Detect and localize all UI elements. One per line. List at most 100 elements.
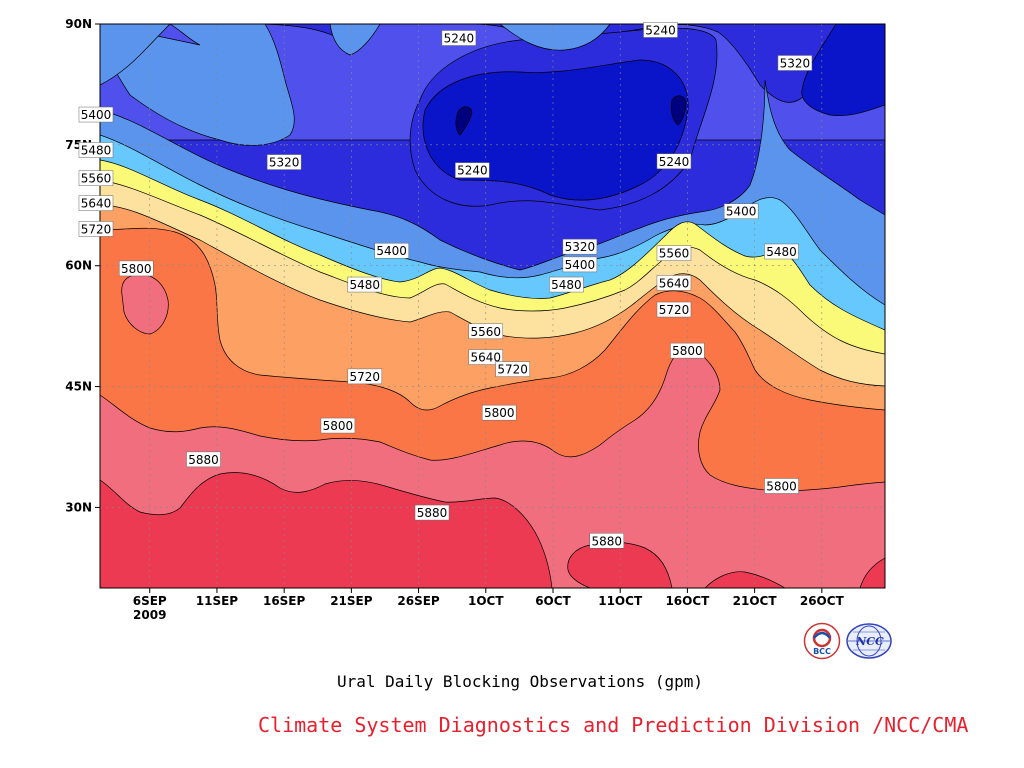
x-tick-label: 6OCT: [535, 594, 571, 608]
contour-label: 5240: [455, 162, 490, 178]
bcc-logo-text: BCC: [813, 647, 831, 656]
contour-label: 5640: [468, 349, 504, 365]
contour-label: 5480: [78, 142, 114, 158]
contour-label-text: 5240: [659, 155, 690, 169]
contour-label-text: 5480: [350, 278, 381, 292]
contour-label-text: 5240: [645, 23, 676, 37]
credit-line: Climate System Diagnostics and Predictio…: [258, 713, 969, 737]
contour-label-text: 5800: [484, 406, 515, 420]
ncc-logo-text: NCC: [855, 635, 884, 648]
contour-label-text: 5720: [350, 370, 381, 384]
band-above5880-pocket-c: [859, 557, 885, 588]
contour-label-text: 5400: [565, 258, 596, 272]
contour-label-text: 5880: [417, 506, 448, 520]
band-below5240-top-b: [801, 24, 885, 116]
contour-label: 5400: [723, 203, 759, 219]
band-above5880-region: [100, 472, 553, 588]
y-tick-label: 60N: [65, 259, 92, 273]
x-tick-label: 1OCT: [468, 594, 504, 608]
band-5400-north-c: [499, 24, 611, 51]
band-5400-region: [100, 24, 295, 146]
x-tick-label: 21SEP: [330, 594, 373, 608]
contour-label: 5480: [549, 276, 584, 293]
contour-label: 5320: [777, 55, 813, 71]
y-tick-label: 45N: [65, 380, 92, 394]
contour-label-text: 5720: [659, 303, 690, 317]
contour-label-text: 5880: [591, 534, 622, 548]
contour-fill-layer: [100, 24, 885, 588]
x-tick-label: 21OCT: [733, 594, 778, 608]
contour-label-text: 5800: [323, 419, 354, 433]
contour-label: 5240: [656, 153, 692, 170]
contour-label: 5720: [347, 368, 383, 385]
contour-label-text: 5560: [471, 325, 502, 339]
contour-label-text: 5400: [81, 108, 112, 122]
year-label: 2009: [133, 608, 166, 622]
contour-label: 5560: [78, 170, 114, 186]
contour-label: 5800: [320, 417, 356, 434]
contour-label: 5800: [670, 342, 705, 359]
bcc-logo: BCC: [803, 622, 841, 664]
x-tick-label: 26SEP: [397, 594, 440, 608]
contour-label-text: 5560: [659, 247, 690, 261]
contour-label-text: 5800: [121, 262, 152, 276]
contour-label: 5240: [441, 30, 477, 46]
contour-label: 5880: [186, 451, 221, 468]
x-tick-label: 26OCT: [800, 594, 845, 608]
contour-label-text: 5320: [269, 156, 300, 170]
contour-label-text: 5640: [659, 276, 690, 290]
contour-label: 5720: [495, 361, 530, 377]
y-tick-label: 30N: [65, 500, 92, 514]
contour-label-text: 5480: [766, 245, 797, 259]
band-below5240-core-2: [670, 95, 687, 126]
contour-label-text: 5640: [81, 197, 112, 211]
x-tick-label: 16OCT: [665, 594, 710, 608]
contour-label: 5320: [266, 154, 302, 170]
contour-label-text: 5320: [780, 56, 811, 70]
band-5400-north-b: [329, 24, 381, 56]
contour-label: 5640: [656, 275, 692, 291]
gridlines: [100, 24, 885, 588]
contour-label-text: 5240: [457, 164, 488, 178]
contour-label: 5720: [78, 221, 114, 237]
contour-label: 5880: [414, 504, 450, 521]
band-above5880-pocket-b: [704, 571, 786, 588]
contour-label-text: 5800: [672, 344, 703, 358]
contour-label: 5560: [656, 245, 692, 261]
contour-label: 5560: [468, 323, 504, 340]
axis-ticks: 6SEP 11SEP 16SEP 21SEP 26SEP 1OCT 6OCT 11OCT 16O…: [65, 17, 844, 622]
contour-label-text: 5560: [81, 172, 112, 186]
contour-label: 5400: [78, 106, 114, 123]
chart-title: Ural Daily Blocking Observations (gpm): [336, 672, 704, 691]
contour-label: 5800: [119, 260, 154, 277]
contour-label-text: 5480: [551, 278, 582, 292]
contour-label-layer: 5240524053205400548055605640572053205240…: [78, 22, 813, 549]
contour-label-text: 5480: [81, 143, 112, 157]
ncc-logo: NCC: [845, 622, 893, 664]
contour-label-text: 5720: [497, 363, 528, 377]
contour-label: 5320: [562, 238, 598, 255]
contour-label-text: 5400: [726, 205, 757, 219]
contour-label: 5800: [764, 478, 799, 494]
contour-label-text: 5400: [376, 244, 407, 258]
x-tick-label: 16SEP: [263, 594, 306, 608]
contour-label: 5400: [562, 256, 598, 273]
contour-label-text: 5320: [565, 240, 596, 254]
contour-label: 5240: [643, 22, 678, 38]
contour-label-text: 5880: [188, 453, 219, 467]
contour-label: 5400: [374, 242, 409, 259]
contour-label: 5480: [764, 243, 799, 260]
x-tick-label: 11SEP: [196, 594, 239, 608]
plot-frame: [99, 23, 886, 589]
contour-label: 5640: [78, 195, 114, 211]
y-tick-label: 90N: [65, 17, 92, 31]
contour-label: 5800: [481, 404, 517, 421]
x-tick-label: 11OCT: [598, 594, 643, 608]
contour-label: 5720: [656, 301, 692, 318]
contour-label: 5480: [347, 276, 383, 293]
band-below5240-core-1: [455, 106, 473, 136]
x-tick-label: 6SEP: [133, 594, 167, 608]
contour-label-text: 5640: [471, 351, 502, 365]
contour-label-text: 5240: [444, 32, 475, 46]
